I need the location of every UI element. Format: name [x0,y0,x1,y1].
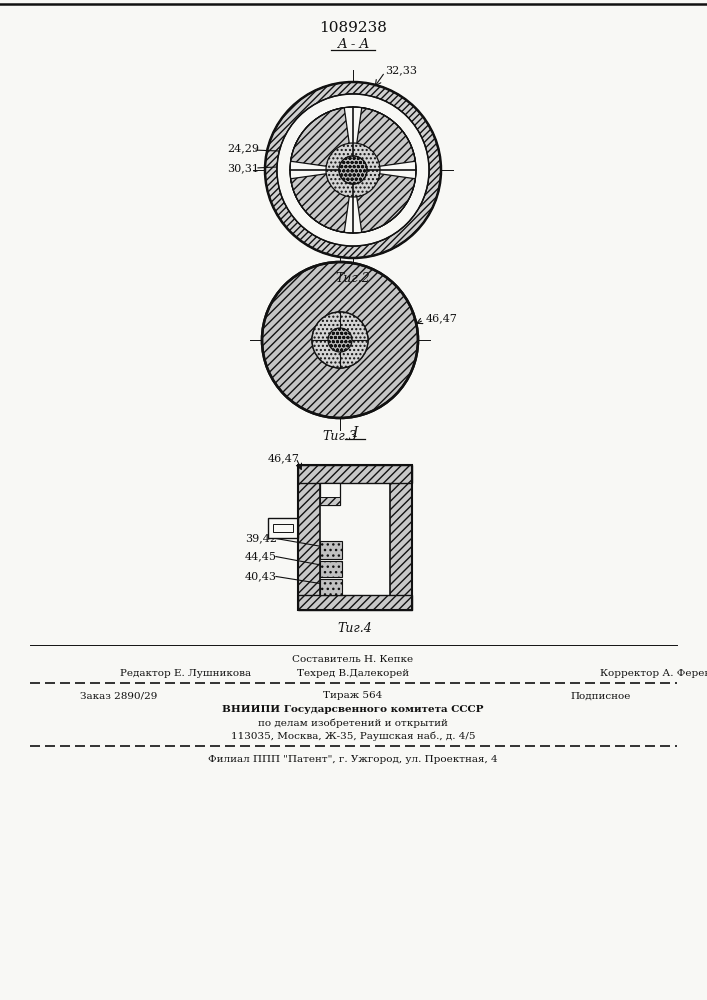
Text: 44,45: 44,45 [245,551,277,561]
Wedge shape [326,143,380,197]
Bar [320,561,342,577]
Text: Τиг.2: Τиг.2 [336,271,370,284]
Text: 1089238: 1089238 [319,21,387,35]
Bar [390,465,412,610]
Wedge shape [262,262,418,418]
Bar [273,524,293,532]
Bar [320,483,390,595]
Text: Τиг.3: Τиг.3 [322,430,357,442]
Text: Техред В.Далекорей: Техред В.Далекорей [297,668,409,678]
Wedge shape [303,170,403,233]
Wedge shape [291,170,353,232]
Wedge shape [303,107,403,170]
Bar [320,541,342,559]
Text: Тираж 564: Тираж 564 [323,692,382,700]
Wedge shape [353,108,416,170]
Wedge shape [312,312,368,368]
Wedge shape [291,108,353,170]
Text: Τиг.4: Τиг.4 [338,621,373,635]
Text: ВНИИПИ Государсвенного комитета СССР: ВНИИПИ Государсвенного комитета СССР [222,706,484,714]
Circle shape [312,312,368,368]
Text: Б-Б: Б-Б [328,221,352,233]
Wedge shape [353,170,416,232]
Bar [320,483,340,505]
Text: 39,42: 39,42 [245,533,277,543]
Bar [298,465,320,610]
Text: Редактор Е. Лушникова: Редактор Е. Лушникова [120,668,251,678]
Wedge shape [328,328,352,352]
Wedge shape [353,120,416,220]
Bar [320,497,340,505]
Wedge shape [339,156,367,184]
Bar [298,595,412,610]
Text: 30,31: 30,31 [227,163,259,173]
Text: A - A: A - A [337,37,369,50]
Wedge shape [290,120,353,220]
Text: Составитель Н. Кепке: Составитель Н. Кепке [293,654,414,664]
Wedge shape [265,82,441,258]
Text: 113035, Москва, Ж-35, Раушская наб., д. 4/5: 113035, Москва, Ж-35, Раушская наб., д. … [230,731,475,741]
Text: 32,33: 32,33 [385,65,417,75]
Text: по делам изобретений и открытий: по делам изобретений и открытий [258,718,448,728]
Text: 46,47: 46,47 [426,313,458,323]
Wedge shape [277,94,429,246]
Bar [298,465,412,610]
Bar [320,579,342,595]
Text: I: I [352,426,358,440]
Wedge shape [265,82,441,258]
Text: Заказ 2890/29: Заказ 2890/29 [80,692,158,700]
Text: Филиал ППП "Патент", г. Ужгород, ул. Проектная, 4: Филиал ППП "Патент", г. Ужгород, ул. Про… [208,754,498,764]
Bar [298,465,412,483]
Text: 46,47: 46,47 [268,453,300,463]
Bar [268,518,298,538]
Text: 40,43: 40,43 [245,571,277,581]
Text: 24,29: 24,29 [227,143,259,153]
Text: Корректор А. Ференц: Корректор А. Ференц [600,668,707,678]
Text: Подписное: Подписное [570,692,631,700]
